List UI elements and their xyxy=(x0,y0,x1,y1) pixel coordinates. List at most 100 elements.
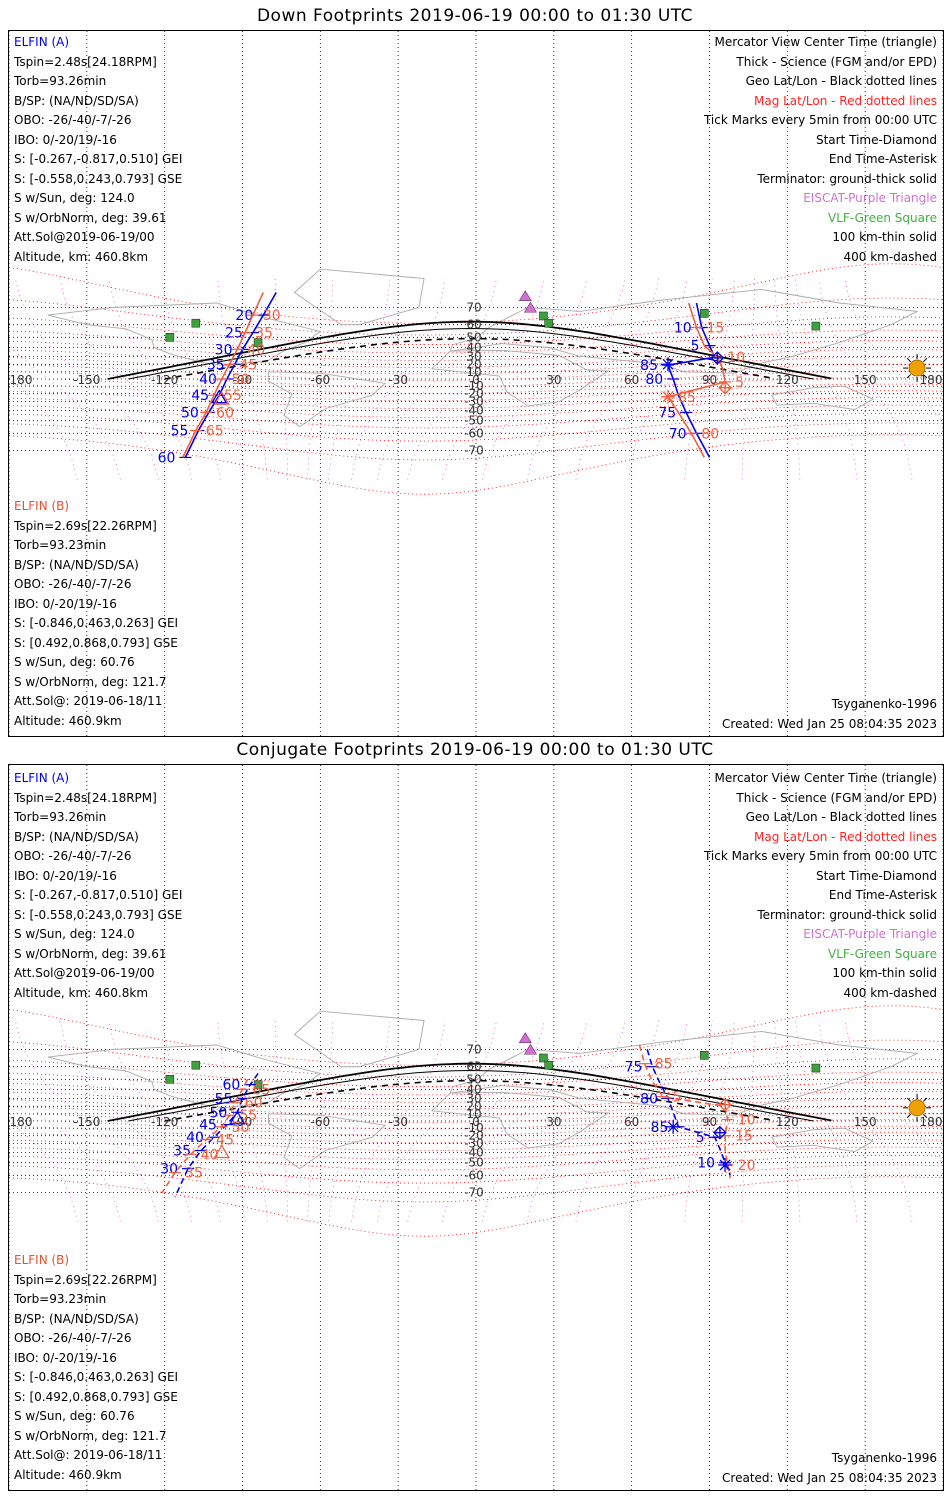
tick-label: 40 xyxy=(186,1130,204,1146)
lat-tick-label: 70 xyxy=(466,1042,481,1056)
lon-tick-label: -60 xyxy=(311,1115,331,1129)
lat-tick-label: 50 xyxy=(466,330,481,344)
sun-icon xyxy=(903,354,932,383)
vlf-square xyxy=(811,321,821,331)
mag-meridian xyxy=(795,1020,858,1222)
elfin-a-header: ELFIN (A) xyxy=(14,771,70,785)
terminator-100km xyxy=(128,327,814,380)
elfin-a-east-track-line xyxy=(646,1049,732,1176)
vlf-square xyxy=(700,1051,709,1060)
tick-label: 30 xyxy=(215,342,233,358)
elfin-b-line: S w/OrbNorm, deg: 121.7 xyxy=(14,674,167,689)
elfin-b-line: IBO: 0/-20/19/-16 xyxy=(14,1350,117,1365)
legend-line: 400 km-dashed xyxy=(843,985,937,1000)
vlf-square xyxy=(165,333,175,342)
tick-label: 5 xyxy=(696,1130,705,1146)
coastline xyxy=(293,268,425,326)
tick-label: 45 xyxy=(199,1118,217,1134)
mag-meridian xyxy=(217,278,268,480)
lon-tick-label: 180 xyxy=(920,1115,943,1129)
sun-disc xyxy=(908,1099,926,1117)
sun-disc xyxy=(908,359,926,377)
legend-line: 400 km-dashed xyxy=(843,249,937,264)
elfin-b-line: IBO: 0/-20/19/-16 xyxy=(14,596,117,611)
tick-label: 35 xyxy=(185,1166,203,1182)
mag-meridian xyxy=(442,278,588,480)
elfin-a-line: Att.Sol@2019-06-19/00 xyxy=(14,230,155,244)
tick-label: 5 xyxy=(735,375,744,391)
mag-meridian xyxy=(161,1020,246,1222)
elfin-b-line: Torb=93.23min xyxy=(14,538,107,552)
tick-label: 50 xyxy=(181,405,199,421)
elfin-a-line: B/SP: (NA/ND/SD/SA) xyxy=(14,93,139,108)
tick-label: 15 xyxy=(735,1129,753,1145)
top-panel-title: Down Footprints 2019-06-19 00:00 to 01:3… xyxy=(256,6,694,26)
tick-label: 60 xyxy=(158,450,176,466)
tick-label: 40 xyxy=(199,372,217,388)
coastline xyxy=(47,302,322,367)
sun-ray xyxy=(923,1097,928,1102)
mag-parallel xyxy=(9,1071,943,1096)
tick-label: 30 xyxy=(263,308,281,324)
legend-line: End Time-Asterisk xyxy=(828,152,937,166)
mag-meridian xyxy=(307,278,334,480)
tick-label: 40 xyxy=(201,1147,219,1163)
mag-meridian xyxy=(161,278,246,480)
coastline xyxy=(47,1044,322,1109)
lat-tick-label: -20 xyxy=(464,387,484,401)
tick-label: 80 xyxy=(645,372,663,388)
elfin-b-line: OBO: -26/-40/-7/-26 xyxy=(14,577,132,591)
coastline xyxy=(267,371,387,428)
elfin-a-line: IBO: 0/-20/19/-16 xyxy=(14,132,117,147)
mag-meridian xyxy=(684,1020,735,1222)
elfin-a-line: Att.Sol@2019-06-19/00 xyxy=(14,966,155,980)
tick-label: 50 xyxy=(209,1105,227,1121)
mag-parallel xyxy=(9,329,943,354)
elfin-a-east-track-line xyxy=(666,302,716,458)
lon-tick-label: 30 xyxy=(546,373,561,387)
geo-grid xyxy=(9,765,943,1490)
mag-meridian xyxy=(741,278,756,480)
elfin-a-header: ELFIN (A) xyxy=(14,35,70,49)
tick-label: 10 xyxy=(727,350,745,366)
lon-tick-label: -120 xyxy=(151,1115,178,1129)
elfin-a-west-track-line xyxy=(184,292,277,458)
tick-label: 55 xyxy=(240,1108,258,1124)
tick-label: 40 xyxy=(247,342,265,358)
vlf-square xyxy=(253,338,263,347)
legend-line: Start Time-Diamond xyxy=(815,132,937,147)
lat-tick-label: 50 xyxy=(466,1072,481,1086)
mag-meridian xyxy=(274,1020,289,1222)
tick-label: 25 xyxy=(225,326,243,342)
terminator-400km xyxy=(164,337,772,380)
sun-ray xyxy=(923,1113,928,1119)
mag-meridian xyxy=(14,278,159,480)
lat-tick-label: -10 xyxy=(464,379,484,393)
axis-labels: 180 -150 -120 -90 -60 -30 0 30 60 90 120 150 1807060… xyxy=(10,1042,943,1199)
lon-tick-label: 180 xyxy=(10,1115,33,1129)
legend-line: Geo Lat/Lon - Black dotted lines xyxy=(745,810,937,824)
elfin-b-line: Altitude: 460.9km xyxy=(14,713,122,728)
footer-model: Tsyganenko-1996 xyxy=(831,1451,937,1465)
legend: Mercator View Center Time (triangle) Thi… xyxy=(704,33,937,267)
tick-label: 35 xyxy=(173,1144,191,1160)
tick-label: 85 xyxy=(651,1120,669,1136)
tick-label: 60 xyxy=(216,405,234,421)
tick-label: 20 xyxy=(738,1158,756,1174)
legend-line: Tick Marks every 5min from 00:00 UTC xyxy=(703,113,937,127)
sun-ray xyxy=(906,1113,912,1119)
elfin-b-line: OBO: -26/-40/-7/-26 xyxy=(14,1331,132,1345)
tick-label: 10 xyxy=(697,1156,715,1172)
sun-ray xyxy=(906,374,912,379)
elfin-b-line: B/SP: (NA/ND/SD/SA) xyxy=(14,1311,139,1326)
elfin-a-line: S: [-0.267,-0.817,0.510] GEI xyxy=(14,888,183,902)
eiscat-triangle xyxy=(518,290,532,302)
vlf-square xyxy=(191,318,201,328)
mag-meridian xyxy=(14,1020,159,1222)
elfin-b-west-track-line xyxy=(182,292,265,458)
footer-model: Tsyganenko-1996 xyxy=(831,697,937,711)
tick-label: 5 xyxy=(691,339,700,355)
